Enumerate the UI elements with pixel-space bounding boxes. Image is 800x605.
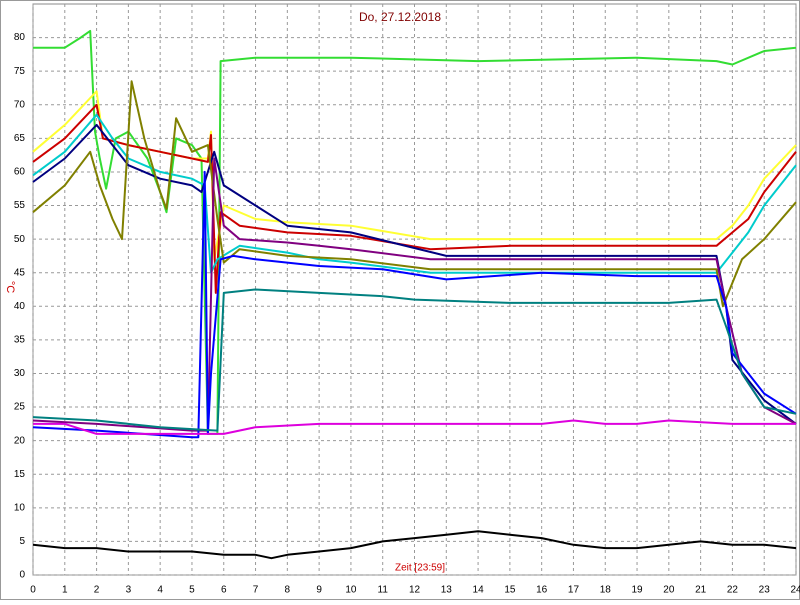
x-tick-label: 10 — [345, 585, 357, 596]
x-tick-label: 12 — [409, 585, 421, 596]
x-tick-label: 2 — [94, 585, 100, 596]
x-axis-label: Zeit [23:59] — [395, 563, 445, 574]
y-tick-label: 70 — [14, 99, 26, 110]
x-tick-label: 13 — [441, 585, 453, 596]
chart-title: Do, 27.12.2018 — [359, 10, 441, 24]
series-line — [32, 80, 797, 308]
y-tick-label: 10 — [14, 502, 26, 513]
x-tick-label: 15 — [504, 585, 516, 596]
x-tick-label: 1 — [62, 585, 68, 596]
series-line — [32, 113, 797, 274]
series-line — [32, 170, 797, 439]
x-tick-label: 4 — [157, 585, 163, 596]
series-line — [32, 288, 797, 432]
series-line — [32, 530, 797, 560]
y-tick-label: 20 — [14, 435, 26, 446]
x-tick-label: 24 — [790, 585, 800, 596]
x-tick-label: 21 — [695, 585, 707, 596]
y-tick-label: 25 — [14, 402, 26, 413]
x-tick-label: 7 — [253, 585, 259, 596]
x-tick-label: 20 — [663, 585, 675, 596]
y-tick-label: 35 — [14, 335, 26, 346]
x-tick-label: 23 — [759, 585, 771, 596]
series-line — [33, 29, 797, 435]
x-tick-label: 17 — [568, 585, 580, 596]
x-tick-label: 9 — [316, 585, 322, 596]
y-axis-label: °C — [4, 281, 16, 293]
y-tick-label: 80 — [14, 32, 26, 43]
y-tick-label: 75 — [14, 66, 26, 77]
x-tick-label: 5 — [189, 585, 195, 596]
x-tick-label: 19 — [631, 585, 643, 596]
x-tick-label: 22 — [727, 585, 739, 596]
series-line — [33, 419, 796, 435]
y-tick-label: 30 — [14, 368, 26, 379]
y-tick-label: 15 — [14, 469, 26, 480]
x-tick-label: 18 — [600, 585, 612, 596]
y-tick-label: 50 — [14, 234, 26, 245]
y-tick-label: 0 — [19, 570, 25, 581]
y-tick-label: 65 — [14, 133, 26, 144]
x-tick-label: 0 — [30, 585, 36, 596]
y-tick-label: 5 — [19, 536, 25, 547]
x-tick-label: 3 — [126, 585, 132, 596]
x-tick-label: 6 — [221, 585, 227, 596]
x-tick-label: 8 — [285, 585, 291, 596]
y-tick-label: 60 — [14, 167, 26, 178]
x-tick-label: 14 — [473, 585, 485, 596]
y-tick-label: 45 — [14, 267, 26, 278]
y-tick-label: 55 — [14, 200, 26, 211]
y-tick-label: 40 — [14, 301, 26, 312]
x-tick-label: 11 — [378, 585, 389, 596]
x-tick-label: 16 — [536, 585, 548, 596]
